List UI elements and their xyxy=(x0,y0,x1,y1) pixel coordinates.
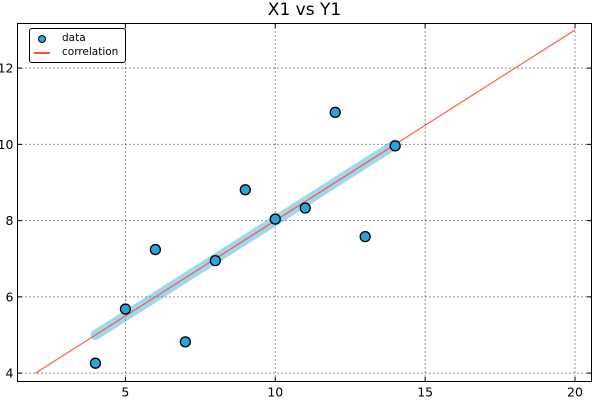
y-tick-label: 10 xyxy=(0,137,14,152)
legend: data correlation xyxy=(29,28,127,63)
data-point xyxy=(299,202,311,214)
correlation-line xyxy=(35,29,576,374)
x-tick-label: 10 xyxy=(267,385,283,400)
legend-item-data: data xyxy=(34,33,118,44)
y-tick-label: 12 xyxy=(0,61,14,76)
legend-item-correlation: correlation xyxy=(34,47,118,58)
legend-label-data: data xyxy=(62,32,86,44)
legend-marker-col xyxy=(34,51,50,54)
data-point xyxy=(89,357,102,369)
x-tick-label: 20 xyxy=(567,385,583,400)
data-point xyxy=(269,213,281,225)
y-tick-label: 4 xyxy=(6,366,14,381)
line-marker-icon xyxy=(34,51,50,54)
data-point xyxy=(119,303,132,315)
data-point xyxy=(239,184,251,196)
legend-marker-col xyxy=(34,34,50,43)
chart-title: X1 vs Y1 xyxy=(267,0,342,20)
data-point xyxy=(179,336,192,348)
data-point xyxy=(329,106,341,118)
data-point xyxy=(389,140,401,152)
data-point xyxy=(359,230,371,243)
data-point xyxy=(149,243,162,256)
plot-frame xyxy=(17,23,592,382)
x-tick-label: 15 xyxy=(417,385,433,400)
data-point xyxy=(209,254,221,267)
legend-label-correlation: correlation xyxy=(62,46,119,58)
scatter-marker-icon xyxy=(38,34,46,43)
y-tick-label: 8 xyxy=(6,213,14,228)
y-tick-label: 6 xyxy=(6,289,14,304)
x-tick-label: 5 xyxy=(121,385,129,400)
